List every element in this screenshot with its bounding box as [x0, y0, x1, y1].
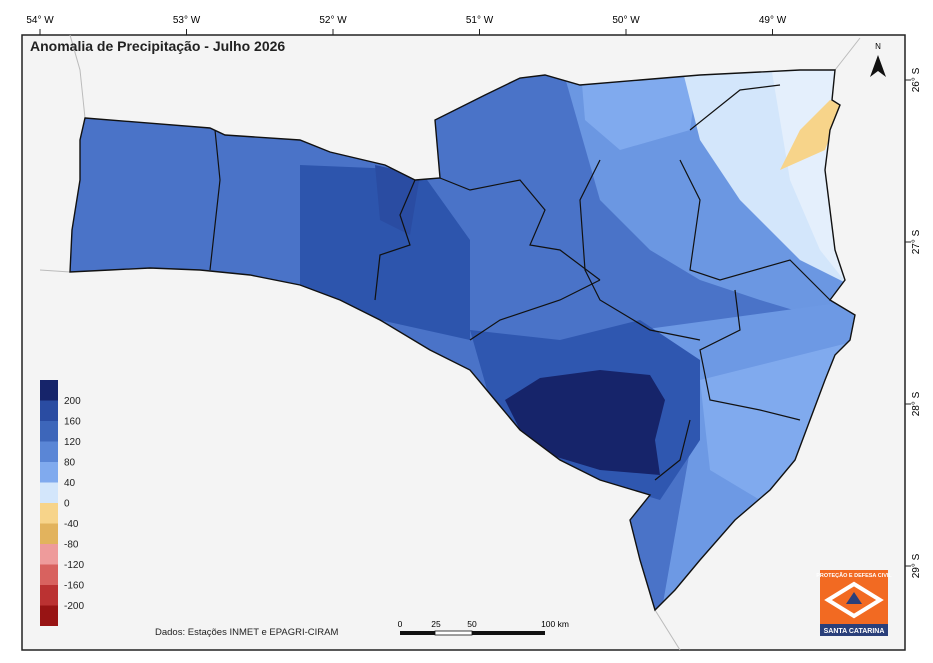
- longitude-label: 49° W: [759, 15, 787, 26]
- scale-bar: 0 25 50 100 km: [398, 619, 569, 636]
- scale-label: 100 km: [541, 619, 569, 629]
- legend-label: 160: [64, 417, 81, 428]
- legend-swatch: [40, 523, 58, 544]
- logo: PROTEÇÃO E DEFESA CIVIL SANTA CATARINA: [816, 570, 892, 636]
- legend-label: -80: [64, 540, 79, 551]
- legend-swatch: [40, 503, 58, 524]
- longitude-label: 51° W: [466, 15, 494, 26]
- legend-swatch: [40, 380, 58, 401]
- legend-label: -40: [64, 519, 79, 530]
- legend-label: -160: [64, 581, 84, 592]
- data-source: Dados: Estações INMET e EPAGRI-CIRAM: [155, 627, 338, 638]
- legend-swatch: [40, 564, 58, 585]
- legend-label: -200: [64, 601, 84, 612]
- neighbor-borders: [39, 34, 861, 651]
- legend-swatch: [40, 482, 58, 503]
- longitude-labels: 54° W 53° W 52° W 51° W 50° W 49° W: [26, 15, 787, 35]
- legend-label: 80: [64, 458, 76, 469]
- longitude-label: 53° W: [173, 15, 201, 26]
- north-icon: [870, 55, 886, 77]
- legend-swatch: [40, 400, 58, 421]
- legend-swatch: [40, 441, 58, 462]
- legend-label: 200: [64, 396, 81, 407]
- longitude-label: 50° W: [612, 15, 640, 26]
- map-title: Anomalia de Precipitação - Julho 2026: [30, 38, 285, 54]
- legend: 200 160 120 80 40 0 -40 -80 -120 -160 -200: [40, 380, 84, 626]
- scale-label: 25: [431, 619, 441, 629]
- legend-label: 0: [64, 499, 70, 510]
- latitude-label: 27° S: [911, 229, 922, 254]
- latitude-label: 26° S: [911, 67, 922, 92]
- legend-swatch: [40, 544, 58, 565]
- legend-label: 120: [64, 437, 81, 448]
- state-outline: [69, 69, 856, 612]
- latitude-label: 28° S: [911, 391, 922, 416]
- north-arrow: N: [870, 42, 886, 77]
- latitude-labels: 26° S 27° S 28° S 29° S: [905, 67, 922, 578]
- logo-top: PROTEÇÃO E DEFESA CIVIL: [816, 572, 892, 579]
- north-label: N: [875, 42, 881, 51]
- latitude-label: 29° S: [911, 553, 922, 578]
- longitude-label: 52° W: [319, 15, 347, 26]
- legend-swatch: [40, 605, 58, 626]
- legend-swatch: [40, 462, 58, 483]
- region-borders: [209, 84, 831, 481]
- scale-label: 50: [467, 619, 477, 629]
- scale-label: 0: [398, 619, 403, 629]
- legend-swatch: [40, 585, 58, 606]
- legend-label: -120: [64, 560, 84, 571]
- legend-swatch: [40, 421, 58, 442]
- legend-label: 40: [64, 478, 76, 489]
- logo-bottom: SANTA CATARINA: [824, 628, 885, 635]
- longitude-label: 54° W: [26, 15, 54, 26]
